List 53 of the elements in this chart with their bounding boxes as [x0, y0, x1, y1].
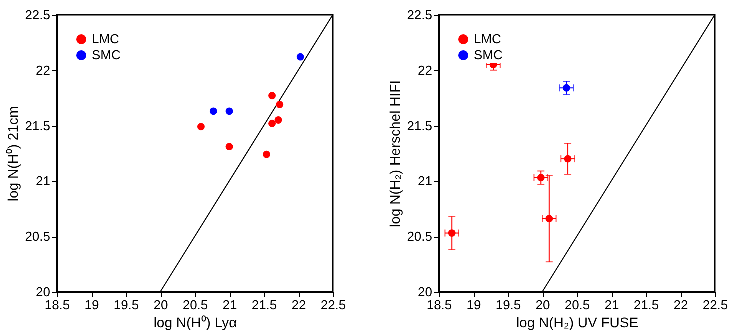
x-tick-label: 22.5	[320, 298, 346, 312]
x-tick-label: 19	[84, 298, 100, 312]
x-tick-label: 19.5	[496, 298, 522, 312]
y-tick-label: 20.5	[407, 229, 432, 244]
legend-label: SMC	[92, 48, 121, 62]
x-tick-label: 22	[292, 298, 306, 312]
y-tick-label: 21.5	[407, 118, 432, 134]
point	[537, 174, 545, 182]
y-tick-label: 22.5	[25, 8, 50, 22]
x-tick-label: 19.5	[114, 298, 140, 312]
y-tick-label: 21	[36, 174, 50, 189]
x-axis-title: log N(H⁰) Lyα	[154, 314, 238, 330]
point	[448, 230, 456, 237]
x-tick-label: 22.5	[702, 298, 728, 312]
point	[226, 143, 234, 151]
y-axis-title: log N(H₂) Herschel HIFI	[387, 80, 404, 228]
point	[562, 84, 570, 92]
point	[226, 108, 234, 116]
y-axis-title: log N(H⁰) 21cm	[5, 106, 22, 202]
y-tick-label: 21	[418, 174, 432, 189]
point	[564, 155, 572, 163]
x-tick-label: 20	[154, 298, 168, 312]
y-tick-label: 20.5	[25, 229, 50, 244]
point	[268, 92, 276, 100]
point	[263, 150, 270, 158]
x-tick-label: 19	[466, 298, 482, 312]
legend-label: LMC	[474, 32, 502, 46]
x-tick-label: 20.5	[182, 298, 208, 312]
x-tick-label: 20	[536, 298, 550, 312]
point	[296, 53, 304, 61]
y-tick-label: 22	[36, 62, 50, 78]
x-tick-label: 22	[674, 298, 688, 312]
legend-label: LMC	[92, 32, 120, 46]
point	[210, 108, 218, 116]
x-tick-label: 21	[604, 298, 620, 312]
x-tick-label: 21.5	[634, 298, 660, 312]
point	[276, 101, 284, 108]
x-tick-label: 21	[222, 298, 238, 312]
x-tick-label: 18.5	[426, 298, 452, 312]
x-axis-title: log N(H₂) UV FUSE	[516, 314, 639, 330]
x-tick-label: 21.5	[252, 298, 278, 312]
legend-label: SMC	[474, 48, 503, 62]
x-tick-label: 20.5	[564, 298, 590, 312]
x-tick-label: 18.5	[44, 298, 70, 312]
y-tick-label: 22	[418, 62, 432, 78]
point	[274, 116, 282, 124]
y-tick-label: 20	[418, 284, 432, 300]
point	[198, 123, 205, 131]
y-tick-label: 22.5	[407, 8, 432, 22]
y-tick-label: 20	[36, 284, 50, 300]
y-tick-label: 21.5	[25, 118, 50, 134]
point	[546, 215, 554, 223]
point	[268, 120, 276, 128]
